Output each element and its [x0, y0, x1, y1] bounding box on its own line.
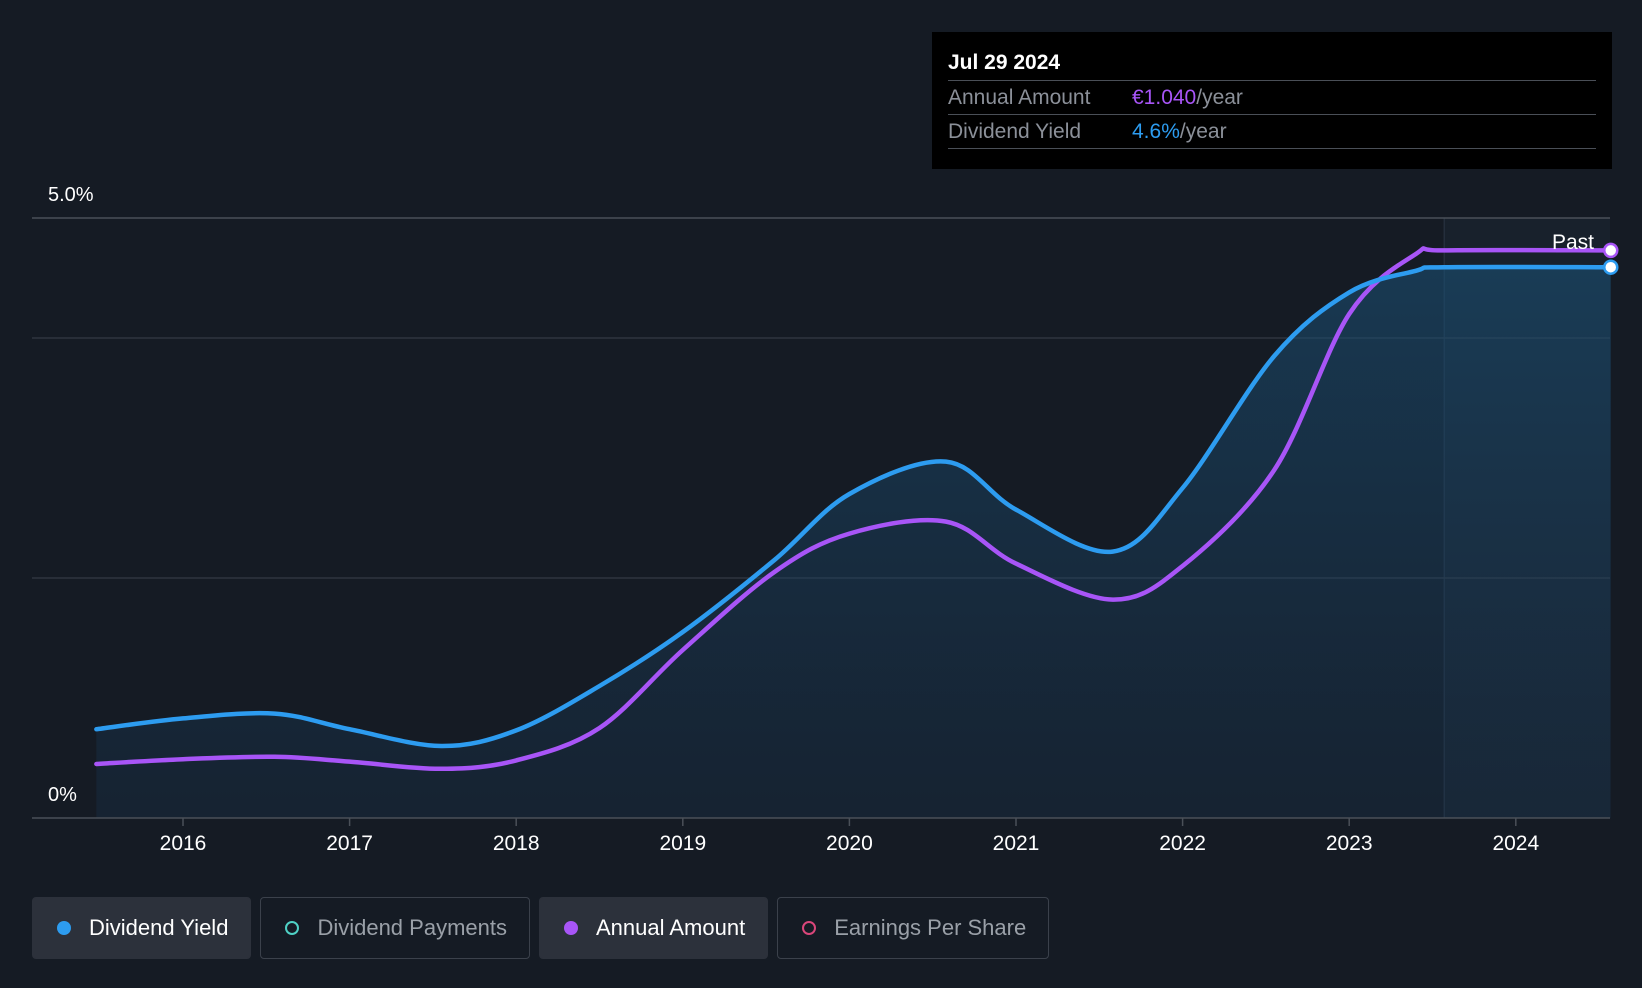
- past-label: Past: [1552, 231, 1594, 254]
- y-tick-label-max: 5.0%: [48, 184, 94, 206]
- dividend-yield-area: [96, 266, 1611, 818]
- tooltip-label: Annual Amount: [948, 86, 1091, 109]
- legend: Dividend Yield Dividend Payments Annual …: [32, 897, 1050, 959]
- x-tick-label: 2019: [659, 832, 706, 855]
- tooltip-row-annual-amount: Annual Amount €1.040 /year: [948, 80, 1596, 114]
- dividend-yield-end-marker: [1603, 259, 1619, 275]
- legend-label: Earnings Per Share: [834, 915, 1027, 940]
- legend-dot-icon: [57, 921, 71, 935]
- tooltip-label: Dividend Yield: [948, 120, 1082, 143]
- tooltip-date: Jul 29 2024: [948, 51, 1061, 74]
- tooltip-value: 4.6%: [1132, 120, 1180, 143]
- legend-item-annual-amount[interactable]: Annual Amount: [538, 897, 769, 959]
- x-tick-label: 2020: [826, 832, 873, 855]
- legend-dot-icon: [563, 921, 578, 935]
- tooltip-value: €1.040: [1132, 86, 1197, 109]
- legend-dot-icon: [285, 921, 300, 935]
- x-tick-label: 2018: [493, 832, 540, 855]
- legend-label: Annual Amount: [595, 915, 746, 940]
- tooltip-panel: Jul 29 2024 Annual Amount €1.040 /year D…: [932, 32, 1612, 169]
- x-tick-label: 2017: [326, 832, 373, 855]
- x-tick-label: 2021: [993, 832, 1040, 855]
- x-tick-label: 2016: [160, 832, 207, 855]
- annual-amount-end-marker: [1603, 242, 1619, 259]
- legend-item-dividend-yield[interactable]: Dividend Yield: [32, 897, 252, 959]
- y-tick-label-min: 0%: [48, 784, 77, 806]
- tooltip-row-dividend-yield: Dividend Yield 4.6% /year: [948, 114, 1596, 149]
- legend-label: Dividend Payments: [317, 915, 507, 940]
- x-tick-label: 2023: [1326, 832, 1373, 855]
- x-tick-label: 2024: [1492, 832, 1539, 855]
- x-tick-label: 2022: [1159, 832, 1206, 855]
- annual-amount-line: [94, 246, 1614, 772]
- dividend-yield-line: [94, 264, 1614, 749]
- legend-item-dividend-payments[interactable]: Dividend Payments: [260, 897, 530, 959]
- legend-item-earnings-per-share[interactable]: Earnings Per Share: [777, 897, 1050, 959]
- tooltip-unit: /year: [1179, 120, 1227, 143]
- legend-label: Dividend Yield: [89, 915, 229, 940]
- legend-dot-icon: [802, 921, 817, 935]
- tooltip-unit: /year: [1196, 86, 1243, 109]
